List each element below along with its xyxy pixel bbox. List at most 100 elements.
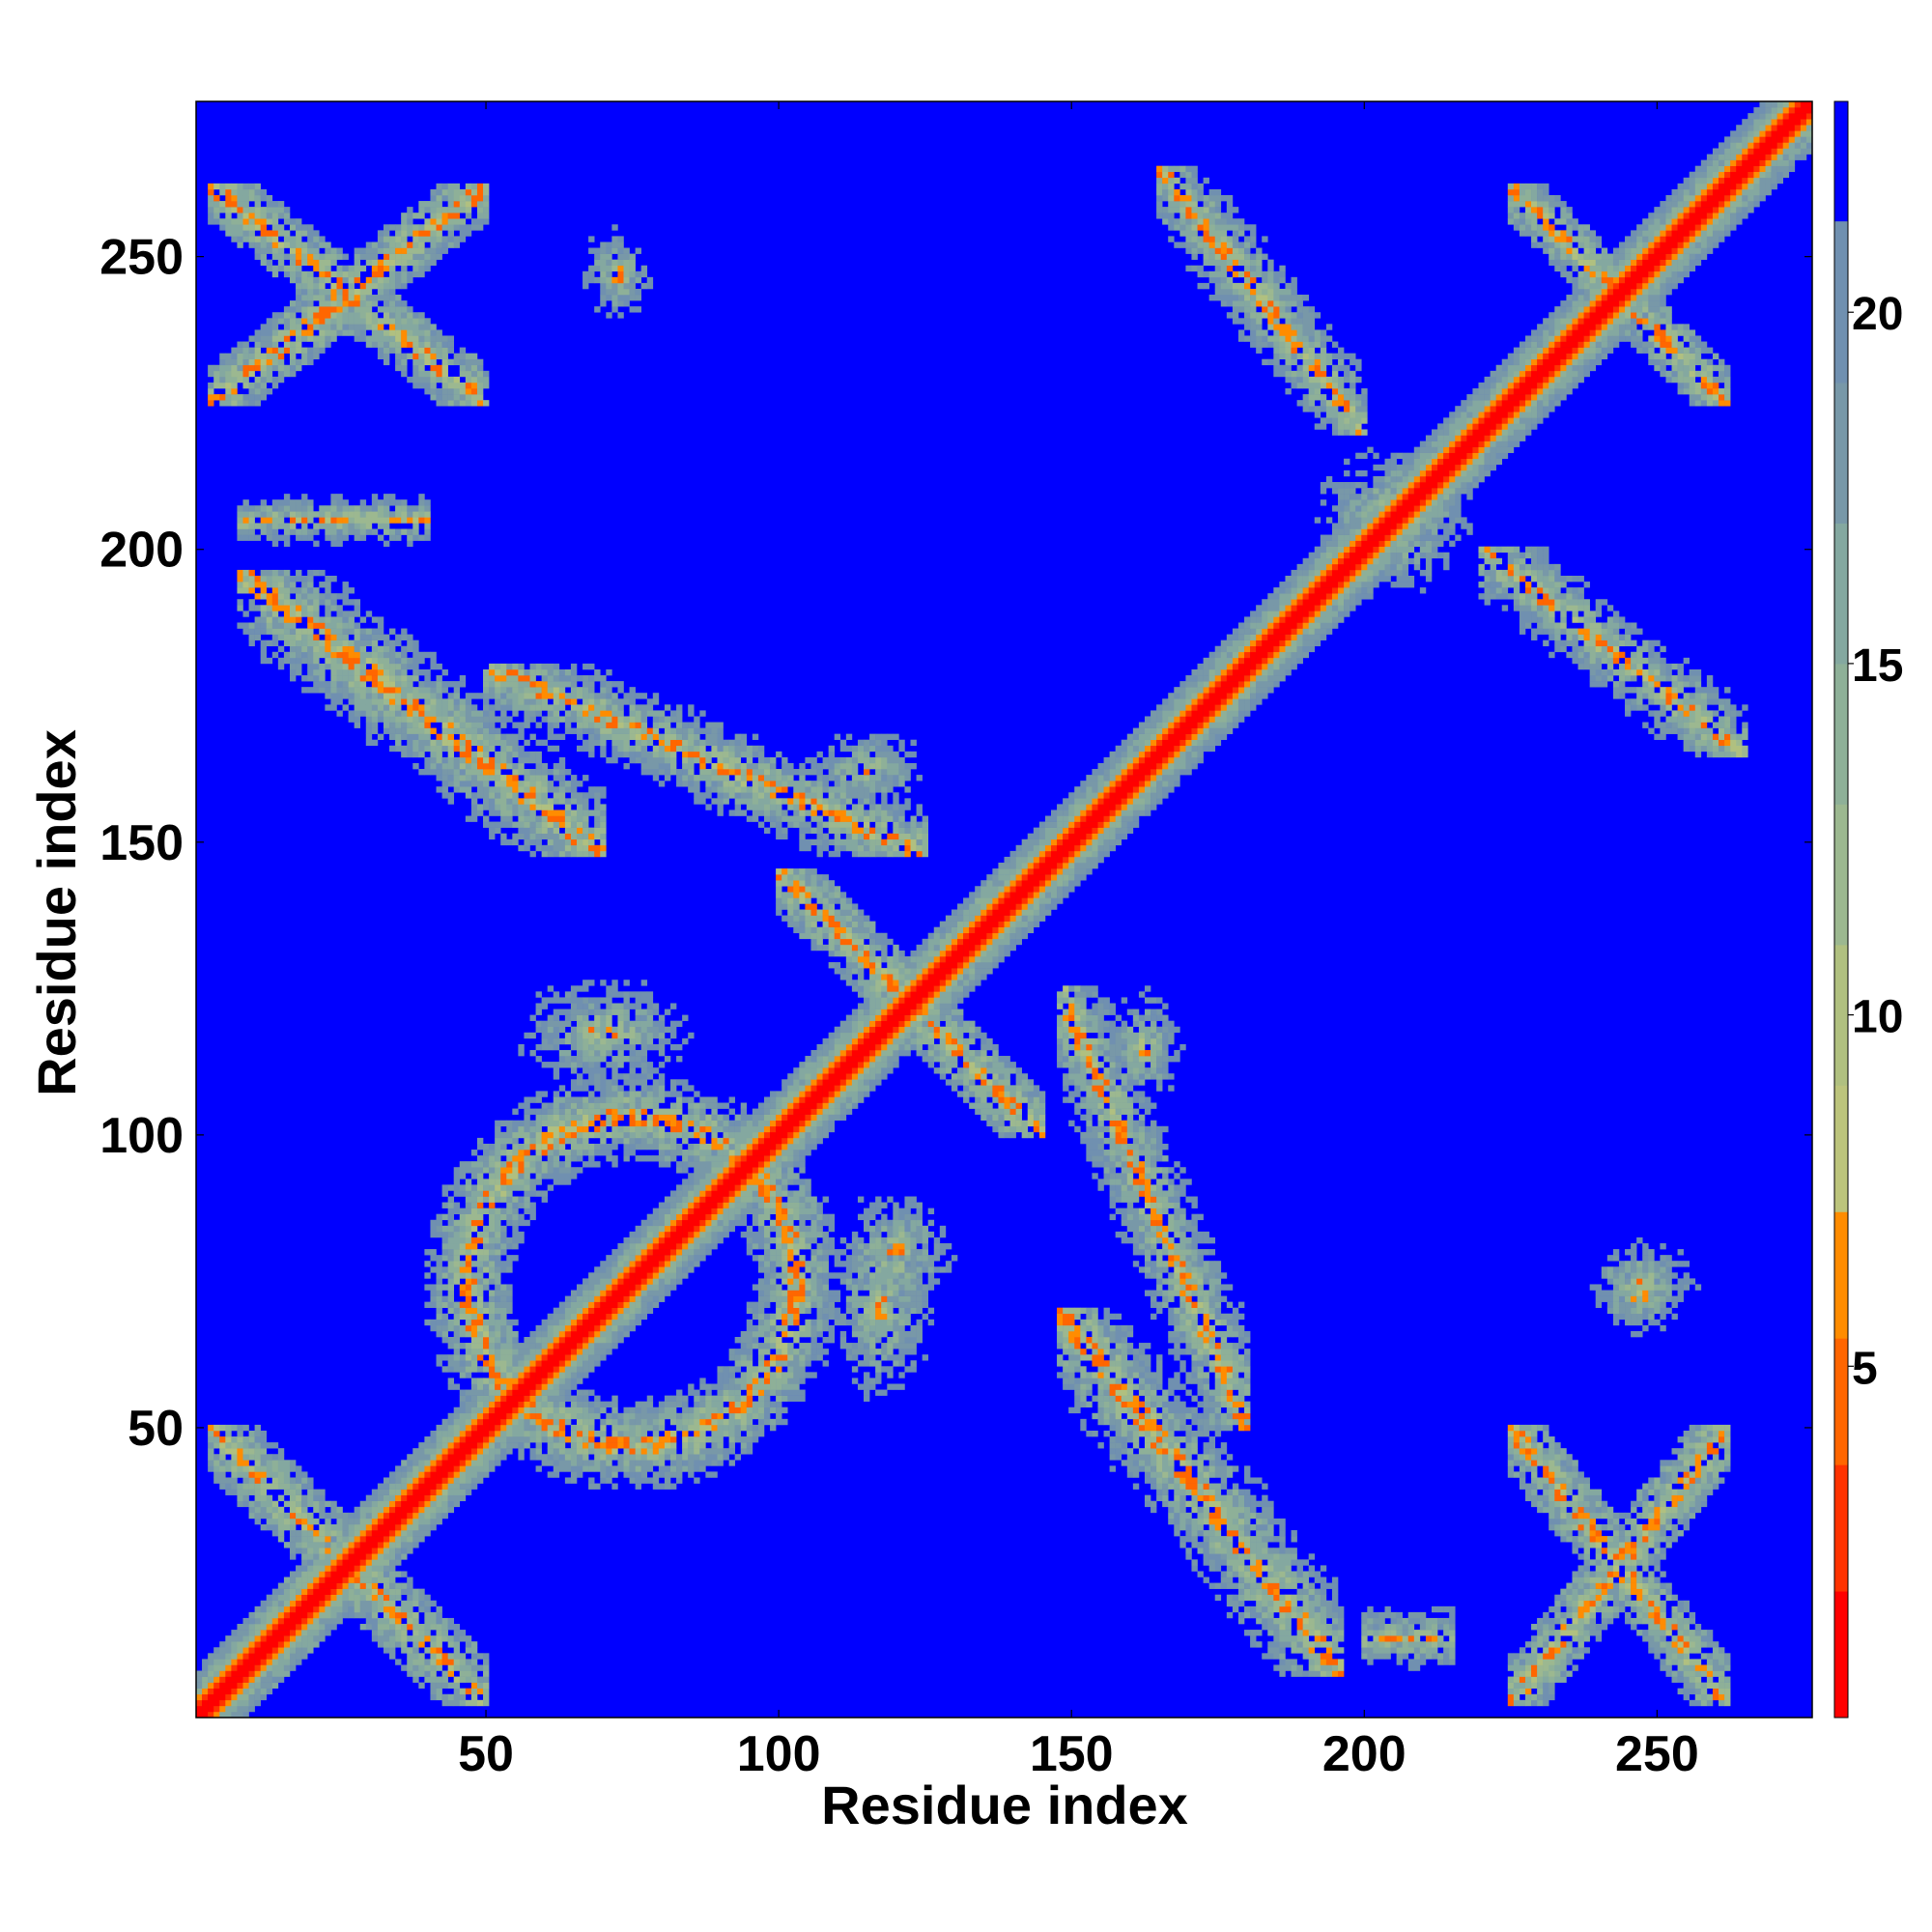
heatmap-cell	[296, 569, 302, 577]
heatmap-cell	[558, 1161, 566, 1168]
heatmap-cell	[436, 1231, 442, 1238]
heatmap-cell	[529, 1418, 536, 1426]
heatmap-cell	[248, 1430, 255, 1437]
heatmap-cell	[254, 353, 261, 360]
heatmap-cell	[277, 1588, 285, 1595]
heatmap-cell	[407, 1635, 413, 1642]
heatmap-cell	[365, 523, 373, 529]
heatmap-cell	[476, 1378, 484, 1384]
heatmap-cell	[307, 1605, 314, 1613]
heatmap-cell	[547, 769, 554, 776]
heatmap-cell	[570, 1301, 578, 1308]
heatmap-cell	[453, 1693, 461, 1701]
heatmap-cell	[325, 312, 331, 319]
heatmap-cell	[271, 593, 279, 600]
heatmap-cell	[260, 1635, 268, 1642]
heatmap-cell	[395, 1641, 402, 1648]
heatmap-cell	[260, 353, 268, 360]
heatmap-cell	[266, 201, 273, 208]
heatmap-cell	[476, 358, 484, 366]
heatmap-cell	[558, 733, 566, 741]
heatmap-cell	[465, 213, 472, 219]
heatmap-cell	[500, 838, 507, 846]
heatmap-cell	[441, 1366, 448, 1373]
heatmap-cell	[383, 230, 390, 237]
heatmap-cell	[594, 1483, 601, 1490]
heatmap-cell	[570, 997, 578, 1004]
heatmap-cell	[330, 259, 337, 267]
heatmap-cell	[325, 511, 331, 518]
heatmap-cell	[447, 1208, 455, 1214]
heatmap-cell	[336, 1588, 343, 1595]
heatmap-cell	[447, 762, 455, 770]
heatmap-cell	[558, 1378, 566, 1384]
heatmap-cell	[412, 1523, 419, 1531]
heatmap-cell	[512, 1208, 519, 1214]
heatmap-cell	[371, 693, 379, 699]
heatmap-cell	[389, 1489, 396, 1495]
heatmap-cell	[283, 1582, 291, 1589]
heatmap-cell	[594, 815, 601, 822]
heatmap-cell	[564, 693, 572, 699]
heatmap-cell	[383, 505, 390, 512]
heatmap-cell	[547, 1343, 554, 1350]
heatmap-cell	[441, 1500, 448, 1508]
heatmap-cell	[436, 1483, 442, 1490]
heatmap-cell	[588, 1430, 595, 1437]
heatmap-cell	[389, 1530, 396, 1537]
heatmap-cell	[588, 1143, 595, 1151]
heatmap-cell	[260, 207, 268, 213]
heatmap-cell	[553, 1465, 560, 1472]
heatmap-cell	[430, 681, 437, 688]
heatmap-cell	[260, 1436, 268, 1443]
heatmap-cell	[476, 1272, 484, 1279]
heatmap-cell	[277, 593, 285, 600]
heatmap-cell	[242, 1477, 249, 1484]
heatmap-cell	[313, 1494, 320, 1502]
heatmap-cell	[594, 1096, 601, 1103]
heatmap-cell	[430, 1670, 437, 1677]
heatmap-cell	[266, 593, 273, 600]
heatmap-cell	[208, 1711, 214, 1719]
heatmap-cell	[307, 1536, 314, 1543]
heatmap-cell	[242, 575, 249, 582]
heatmap-cell	[248, 207, 255, 213]
heatmap-cell	[582, 681, 589, 688]
heatmap-cell	[600, 786, 607, 793]
heatmap-cell	[570, 1436, 578, 1443]
heatmap-cell	[383, 282, 390, 290]
heatmap-cell	[495, 1389, 501, 1396]
heatmap-cell	[489, 1173, 496, 1179]
heatmap-cell	[558, 1366, 566, 1373]
heatmap-cell	[470, 693, 478, 699]
heatmap-cell	[271, 1630, 279, 1636]
heatmap-cell	[570, 1026, 578, 1034]
heatmap-cell	[354, 1530, 361, 1537]
heatmap-cell	[325, 534, 331, 541]
heatmap-cell	[529, 1372, 536, 1378]
heatmap-cell	[231, 207, 238, 213]
heatmap-cell	[430, 376, 437, 384]
heatmap-cell	[570, 821, 578, 828]
heatmap-cell	[436, 247, 442, 254]
heatmap-cell	[588, 1120, 595, 1127]
heatmap-cell	[453, 727, 461, 734]
heatmap-cell	[476, 733, 484, 741]
heatmap-cell	[535, 827, 542, 834]
heatmap-cell	[389, 745, 396, 753]
heatmap-cell	[470, 1261, 478, 1267]
heatmap-cell	[277, 1518, 285, 1525]
heatmap-cell	[577, 1401, 583, 1408]
heatmap-cell	[424, 1523, 431, 1531]
heatmap-cell	[283, 634, 291, 640]
heatmap-cell	[465, 1219, 472, 1227]
heatmap-cell	[277, 517, 285, 524]
heatmap-cell	[430, 1301, 437, 1308]
heatmap-cell	[547, 675, 554, 682]
heatmap-cell	[319, 242, 326, 248]
heatmap-cell	[547, 1460, 554, 1466]
heatmap-cell	[242, 1705, 249, 1713]
heatmap-cell	[289, 1465, 297, 1472]
heatmap-cell	[307, 639, 314, 647]
heatmap-cell	[277, 1448, 285, 1455]
